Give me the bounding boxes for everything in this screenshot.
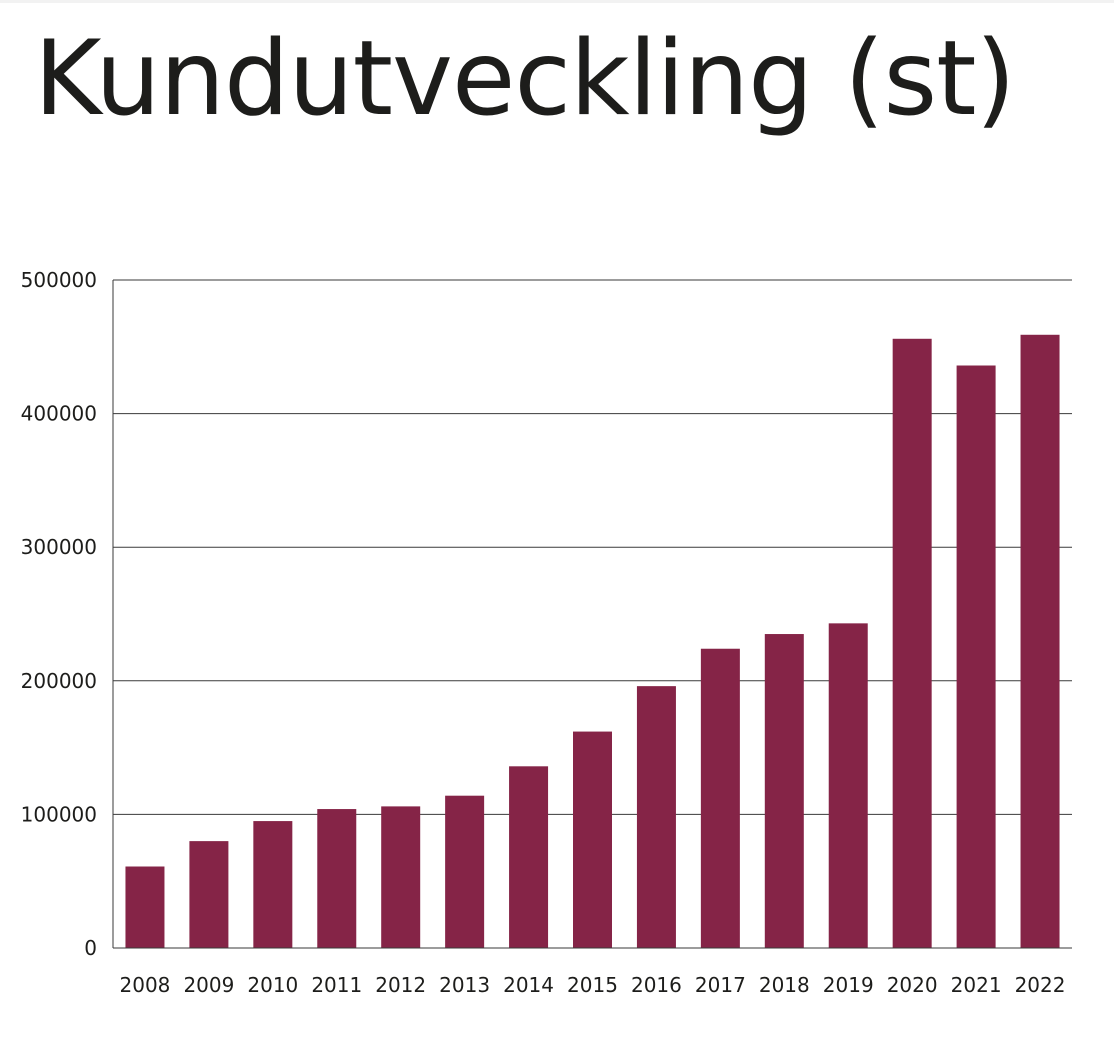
- x-tick-label: 2008: [120, 973, 171, 997]
- bar-2010: [253, 821, 293, 948]
- bar-2008: [125, 866, 165, 948]
- x-tick-label: 2019: [823, 973, 874, 997]
- bar-2018: [764, 634, 804, 948]
- bar-2009: [189, 841, 229, 948]
- y-tick-label: 400000: [21, 402, 97, 426]
- x-tick-label: 2011: [311, 973, 362, 997]
- x-tick-label: 2009: [183, 973, 234, 997]
- bar-2019: [828, 623, 868, 948]
- bar-2011: [317, 809, 357, 948]
- bars: [125, 334, 1060, 948]
- bar-2020: [892, 338, 932, 948]
- x-tick-label: 2013: [439, 973, 490, 997]
- top-rule: [0, 0, 1114, 3]
- bar-2015: [573, 731, 612, 948]
- bar-2013: [445, 795, 485, 948]
- x-tick-label: 2010: [247, 973, 298, 997]
- bar-2012: [381, 806, 421, 948]
- y-axis-tick-labels: 0 100000 200000 300000 400000 500000: [21, 268, 97, 960]
- x-axis-tick-labels: 2008 2009 2010 2011 2012 2013 2014 2015 2016 2017…: [120, 973, 1066, 997]
- axes: [112, 280, 1072, 949]
- bar-2017: [700, 648, 740, 948]
- x-tick-label: 2017: [695, 973, 746, 997]
- bar-2016: [636, 686, 676, 948]
- bar-2021: [956, 365, 996, 948]
- x-tick-label: 2015: [567, 973, 618, 997]
- x-tick-label: 2016: [631, 973, 682, 997]
- bar-2014: [509, 766, 549, 948]
- y-tick-label: 500000: [21, 268, 97, 292]
- bar-2022: [1020, 334, 1060, 948]
- x-tick-label: 2020: [887, 973, 938, 997]
- x-tick-label: 2018: [759, 973, 810, 997]
- y-tick-label: 200000: [21, 669, 97, 693]
- x-tick-label: 2021: [951, 973, 1002, 997]
- y-tick-label: 100000: [21, 802, 97, 826]
- y-tick-label: 300000: [21, 535, 97, 559]
- y-tick-label: 0: [84, 936, 97, 960]
- chart-title: Kundutveckling (st): [34, 19, 1016, 139]
- x-tick-label: 2022: [1015, 973, 1066, 997]
- x-tick-label: 2014: [503, 973, 554, 997]
- x-tick-label: 2012: [375, 973, 426, 997]
